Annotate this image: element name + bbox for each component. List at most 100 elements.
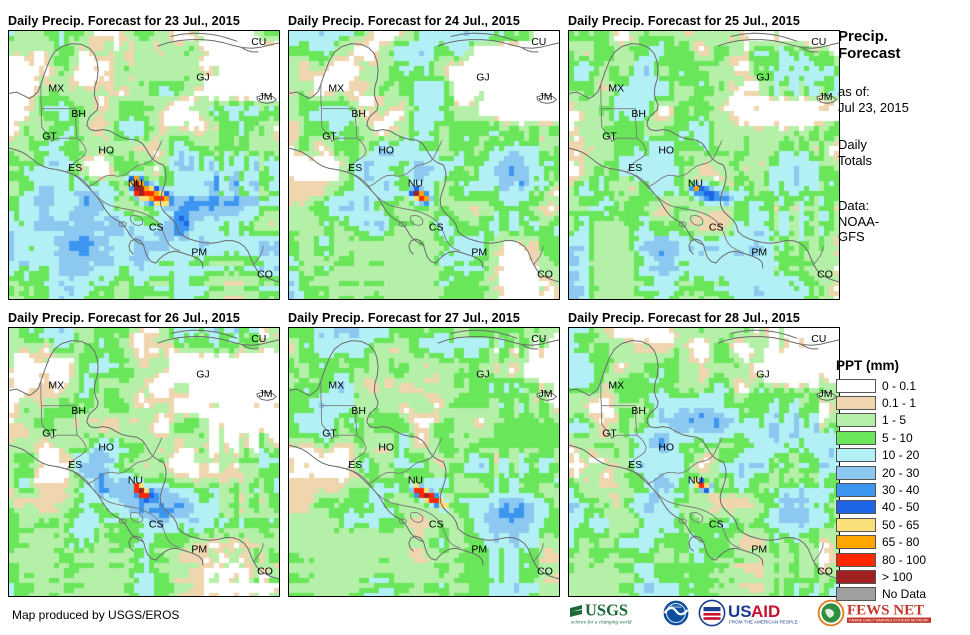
country-code-label: PM bbox=[191, 247, 207, 259]
panel-title: Daily Precip. Forecast for 25 Jul., 2015 bbox=[568, 14, 800, 28]
legend-label: 30 - 40 bbox=[882, 483, 920, 498]
legend-swatch bbox=[836, 552, 876, 567]
country-code-label: JM bbox=[539, 91, 553, 103]
coastline bbox=[408, 238, 437, 264]
coastline bbox=[569, 340, 659, 414]
legend-swatch bbox=[836, 517, 876, 532]
country-border bbox=[331, 434, 358, 439]
coastline bbox=[435, 250, 462, 264]
country-border bbox=[253, 246, 264, 266]
country-code-label: NU bbox=[688, 177, 703, 189]
coastline bbox=[439, 164, 459, 232]
country-border bbox=[54, 168, 68, 173]
country-code-label: GJ bbox=[196, 72, 209, 84]
map-frame[interactable]: MX BH GT HO ES NU CS PM CO CU GJ JM bbox=[288, 327, 560, 597]
country-code-label: GT bbox=[322, 131, 337, 143]
coastline bbox=[241, 344, 259, 350]
country-code-label: MX bbox=[48, 82, 64, 94]
country-border bbox=[611, 137, 638, 142]
country-code-label: JM bbox=[259, 388, 273, 400]
country-code-label: ES bbox=[348, 459, 362, 471]
coastline bbox=[569, 444, 664, 505]
legend-swatch bbox=[836, 569, 876, 584]
sidebar-title-line1: Precip. bbox=[838, 28, 889, 45]
country-border bbox=[435, 220, 461, 252]
coastline bbox=[569, 43, 659, 117]
map-frame[interactable]: MX BH GT HO ES NU CS PM CO CU GJ JM bbox=[288, 30, 560, 300]
coastline bbox=[521, 47, 539, 53]
country-border bbox=[715, 220, 741, 252]
country-border bbox=[320, 108, 333, 142]
coastline bbox=[86, 115, 164, 166]
country-border bbox=[368, 482, 437, 519]
legend-item: 50 - 65 bbox=[836, 516, 966, 533]
country-border bbox=[678, 221, 687, 228]
coastline bbox=[801, 344, 819, 350]
map-frame[interactable]: MX BH GT HO ES NU CS PM CO CU GJ JM bbox=[568, 327, 840, 597]
coastline bbox=[715, 547, 742, 561]
precip-raster bbox=[289, 328, 559, 596]
country-border bbox=[648, 482, 717, 519]
country-code-label: NU bbox=[408, 474, 423, 486]
agency-logos: USGS science for a changing world NOAA U… bbox=[568, 598, 935, 628]
country-code-label: PM bbox=[751, 247, 767, 259]
svg-text:science for a changing world: science for a changing world bbox=[571, 619, 632, 626]
country-code-label: GJ bbox=[476, 369, 489, 381]
legend-item: 0.1 - 1 bbox=[836, 394, 966, 411]
legend-item: No Data bbox=[836, 586, 966, 603]
country-border bbox=[398, 518, 407, 525]
country-code-label: BH bbox=[351, 108, 366, 120]
country-code-label: GT bbox=[602, 131, 617, 143]
country-code-label: JM bbox=[259, 91, 273, 103]
country-code-label: GJ bbox=[756, 72, 769, 84]
country-border bbox=[118, 518, 127, 525]
country-border bbox=[320, 83, 356, 110]
country-border bbox=[155, 220, 181, 252]
country-border bbox=[346, 171, 370, 187]
coastline bbox=[688, 238, 717, 264]
country-code-label: CO bbox=[537, 566, 553, 578]
country-code-label: GT bbox=[322, 428, 337, 440]
legend-label: 0.1 - 1 bbox=[882, 396, 917, 411]
country-code-label: JM bbox=[539, 388, 553, 400]
country-border bbox=[533, 543, 544, 563]
country-code-label: MX bbox=[48, 379, 64, 391]
panel-title: Daily Precip. Forecast for 28 Jul., 2015 bbox=[568, 311, 800, 325]
precip-raster bbox=[569, 31, 839, 299]
legend-item: 1 - 5 bbox=[836, 412, 966, 429]
legend-label: 10 - 20 bbox=[882, 448, 920, 463]
country-code-label: CS bbox=[709, 222, 724, 234]
legend-label: 80 - 100 bbox=[882, 552, 927, 567]
country-border bbox=[813, 246, 824, 266]
data-source-line2: GFS bbox=[838, 229, 865, 244]
coastline bbox=[450, 329, 518, 339]
map-frame[interactable]: MX BH GT HO ES NU CS PM CO CU GJ JM bbox=[8, 327, 280, 597]
legend-swatch bbox=[836, 448, 876, 463]
map-frame[interactable]: MX BH GT HO ES NU CS PM CO CU GJ JM bbox=[568, 30, 840, 300]
country-code-label: CU bbox=[251, 333, 266, 345]
coastline bbox=[155, 547, 182, 561]
country-border bbox=[130, 214, 144, 227]
coastline bbox=[536, 391, 557, 401]
map-credit: Map produced by USGS/EROS bbox=[12, 608, 180, 622]
coastline bbox=[737, 231, 839, 283]
legend-swatch bbox=[836, 465, 876, 480]
country-border bbox=[88, 140, 163, 187]
legend-swatch bbox=[836, 378, 876, 393]
country-code-label: CS bbox=[149, 519, 164, 531]
coastline bbox=[256, 391, 277, 401]
legend-item: > 100 bbox=[836, 568, 966, 585]
usgs-logo: USGS science for a changing world bbox=[568, 598, 654, 628]
country-code-label: CS bbox=[429, 519, 444, 531]
map-frame[interactable]: MX BH GT HO ES NU CS PM CO CU GJ JM bbox=[8, 30, 280, 300]
country-border bbox=[600, 405, 613, 439]
totals-line1: Daily bbox=[838, 137, 867, 152]
country-border bbox=[66, 468, 90, 484]
country-border bbox=[118, 221, 127, 228]
country-border bbox=[634, 108, 638, 139]
country-code-label: NU bbox=[408, 177, 423, 189]
country-code-label: GT bbox=[42, 131, 57, 143]
map-vector-overlay: MX BH GT HO ES NU CS PM CO CU GJ JM bbox=[289, 329, 559, 580]
svg-text:FEWS NET: FEWS NET bbox=[847, 603, 924, 619]
country-border bbox=[66, 137, 87, 173]
